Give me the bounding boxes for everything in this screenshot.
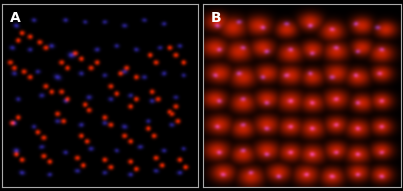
Text: A: A [10, 11, 21, 25]
Text: B: B [211, 11, 222, 25]
